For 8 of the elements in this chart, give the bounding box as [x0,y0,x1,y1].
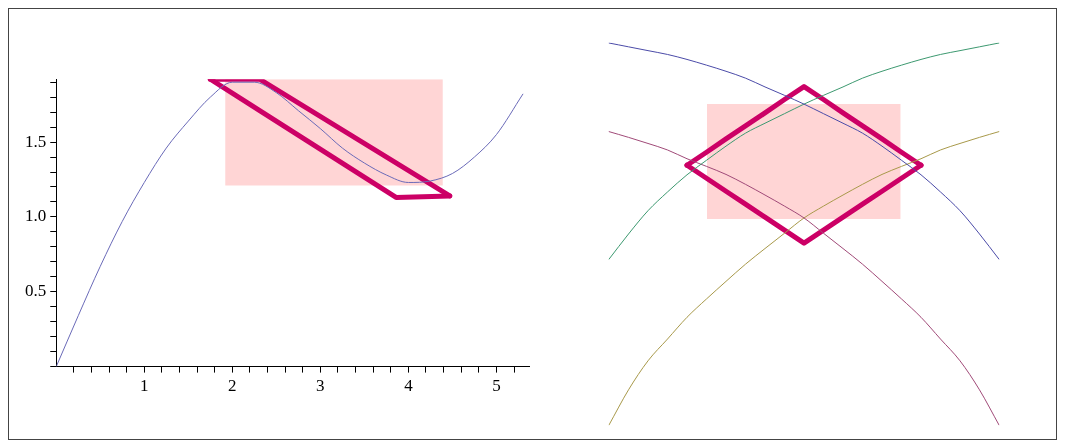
x-tick-label: 4 [404,376,414,396]
x-tick-label: 1 [140,376,149,396]
y-tick-label: 0.5 [25,281,47,301]
y-tick-label: 1.5 [25,131,47,151]
x-tick-label: 5 [492,376,501,396]
x-tick-label: 3 [316,376,325,396]
y-tick-label: 1.0 [25,206,47,226]
x-tick-label: 2 [228,376,237,396]
